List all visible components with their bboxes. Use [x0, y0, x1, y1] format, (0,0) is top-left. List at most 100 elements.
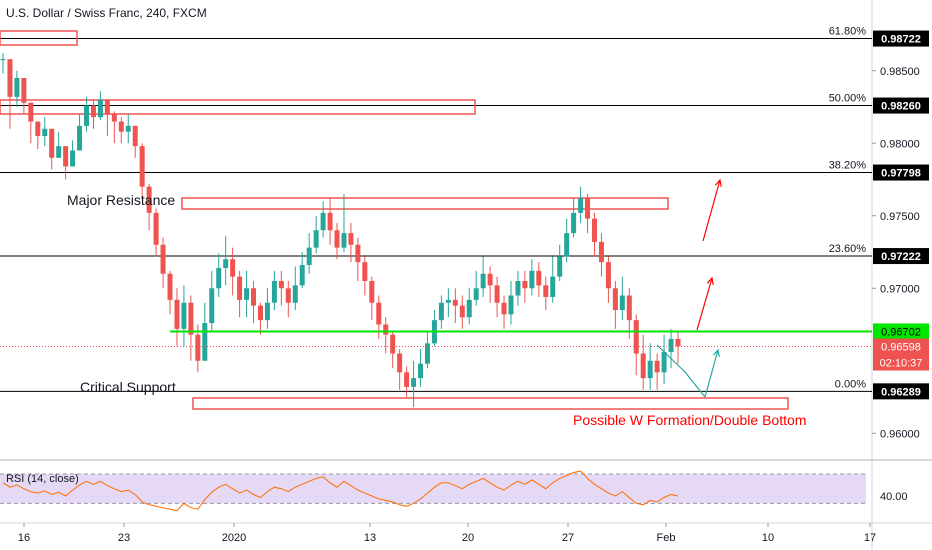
zone-box-2	[181, 197, 669, 210]
candle-body	[640, 353, 646, 379]
candle-body	[188, 302, 194, 335]
candle-body	[550, 276, 556, 297]
candle-body	[626, 295, 632, 321]
candle-body	[578, 198, 584, 213]
rsi-value-tag: 40.00	[880, 491, 908, 503]
candle-body	[264, 302, 270, 321]
candle-body	[480, 273, 486, 289]
candle-body	[543, 285, 549, 297]
projection-arrows	[656, 178, 722, 398]
candle-body	[369, 281, 375, 303]
candle-body	[487, 273, 493, 286]
candle-body	[146, 186, 152, 213]
candle-body	[174, 299, 180, 329]
fib-price-tag-bg	[873, 248, 929, 265]
w-path-left	[656, 344, 706, 398]
candle-body	[362, 262, 368, 281]
candle-body	[459, 305, 465, 318]
candle-body	[153, 212, 159, 245]
candle-body	[77, 125, 83, 151]
zone-box-1	[0, 99, 476, 115]
candle-body	[125, 125, 131, 132]
candle-body	[167, 273, 173, 300]
fib-pct-label: 0.00%	[835, 378, 866, 390]
candle-body	[424, 343, 430, 364]
y-tick-label: 0.98000	[880, 138, 920, 150]
candle-body	[536, 270, 542, 286]
candle-body	[118, 121, 124, 132]
candle-body	[7, 59, 13, 97]
w-path-right	[704, 349, 719, 398]
candle-body	[529, 270, 535, 289]
x-tick-label: 13	[364, 532, 376, 544]
candle-body	[97, 99, 103, 118]
fib-price-tag-bg	[873, 164, 929, 181]
candle-body	[42, 128, 48, 136]
candle-body	[21, 78, 27, 103]
support-price-tag-bg	[873, 323, 929, 340]
candle-body	[327, 212, 333, 231]
chart-title: U.S. Dollar / Swiss Franc, 240, FXCM	[6, 6, 207, 20]
fib-price-tag: 0.97222	[881, 251, 921, 263]
candle-body	[473, 288, 479, 300]
fib-pct-label: 50.00%	[829, 93, 867, 105]
x-tick-label: 2020	[222, 532, 246, 544]
candle-body	[654, 360, 660, 373]
support-price-tag: 0.96702	[881, 326, 921, 338]
candle-body	[257, 305, 263, 321]
arrow-up-upper	[702, 179, 721, 242]
candle-body	[633, 320, 639, 354]
candle-body	[292, 285, 298, 303]
candle-body	[598, 241, 604, 263]
candle-body	[216, 267, 222, 289]
current-price-tag-bg	[873, 338, 929, 371]
x-tick-label: 16	[18, 532, 30, 544]
candle-body	[244, 288, 250, 300]
fib-price-tag-bg	[873, 30, 929, 47]
candle-body	[612, 288, 618, 310]
candle-body	[675, 339, 681, 347]
candle-body	[230, 259, 236, 277]
candle-body	[390, 334, 396, 354]
candle-body	[557, 256, 563, 277]
arrow-up-lower-head	[706, 276, 714, 286]
support-level	[0, 330, 872, 348]
candle-body	[104, 99, 110, 115]
candle-body	[564, 233, 570, 257]
candle-body	[70, 150, 76, 167]
candle-body	[132, 125, 138, 147]
fib-pct-label: 61.80%	[829, 26, 867, 38]
candle-body	[251, 288, 257, 306]
candle-body	[571, 212, 577, 234]
price-axis: 0.98500 0.98000 0.97500 0.97000 0.96000	[872, 66, 920, 440]
candle-body	[195, 334, 201, 361]
candle-body	[508, 295, 514, 315]
candle-body	[306, 247, 312, 266]
w-formation-label: Possible W Formation/Double Bottom	[573, 412, 806, 428]
fib-price-tag-bg	[873, 383, 929, 400]
fib-price-tag: 0.97798	[881, 168, 921, 180]
candle-body	[494, 285, 500, 303]
rsi-series: 40.00	[2, 470, 908, 512]
y-tick-label: 0.97000	[880, 283, 920, 295]
arrow-up-upper-head	[714, 178, 722, 187]
candle-body	[452, 299, 458, 306]
candle-body	[585, 198, 591, 219]
candle-body	[341, 233, 347, 248]
candle-body	[56, 146, 62, 158]
candle-body	[522, 281, 528, 289]
candle-body	[63, 146, 69, 167]
candle-body	[348, 233, 354, 245]
y-tick-label: 0.96000	[880, 428, 920, 440]
candles	[0, 53, 681, 408]
candle-body	[28, 102, 34, 122]
w-path-right-head	[712, 348, 720, 357]
major-resistance-label: Major Resistance	[67, 192, 175, 208]
x-tick-label: 20	[462, 532, 474, 544]
candle-body	[0, 59, 6, 61]
candle-body	[313, 230, 319, 248]
candle-body	[668, 339, 674, 353]
fib-pct-label: 23.60%	[829, 243, 867, 255]
candle-body	[278, 281, 284, 289]
